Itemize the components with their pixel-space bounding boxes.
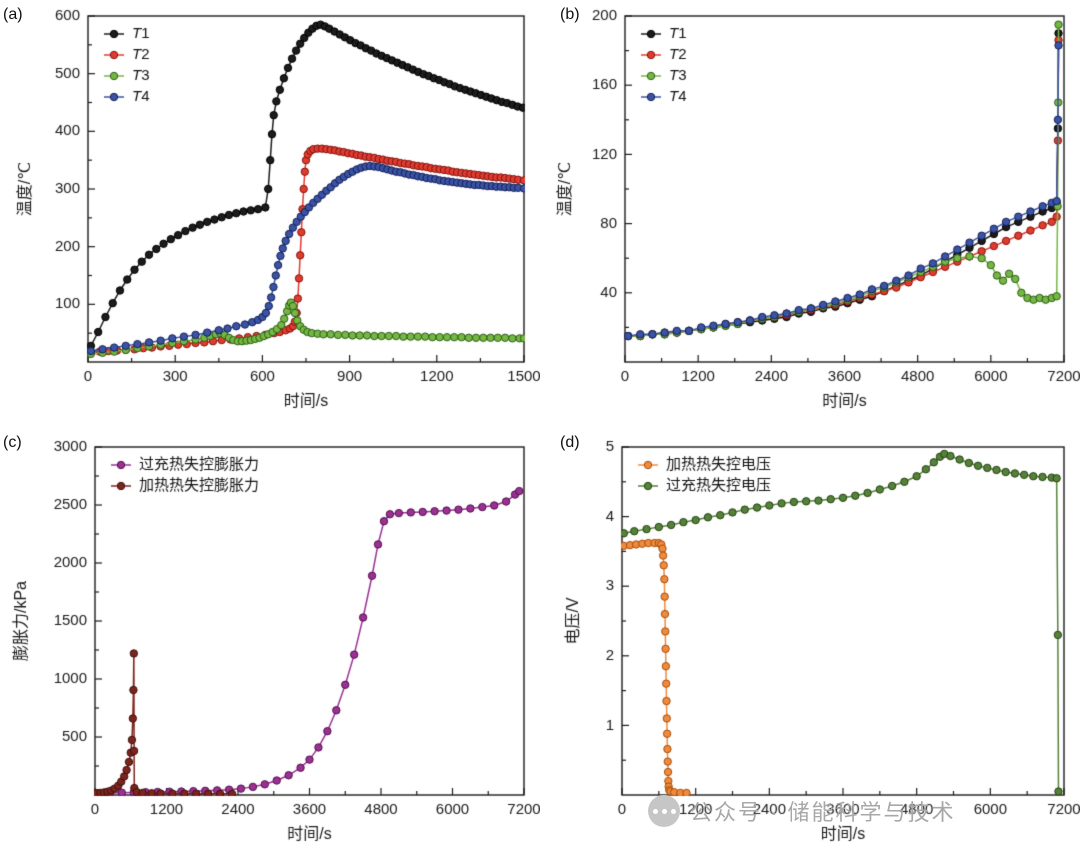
watermark-text: 公众号 · 储能科学与技术 bbox=[690, 800, 956, 825]
panel-label-b: (b) bbox=[560, 6, 580, 23]
chart-b-temperature-vs-time-canvas bbox=[540, 0, 1080, 429]
chart-c-expansion-force-vs-time-canvas bbox=[0, 429, 540, 859]
chart-d-voltage-vs-time-canvas bbox=[540, 429, 1080, 859]
panel-label-a: (a) bbox=[3, 6, 23, 23]
panel-label-c: (c) bbox=[3, 434, 22, 451]
chat-bubble-icon bbox=[648, 795, 680, 827]
chart-a-temperature-vs-time-canvas bbox=[0, 0, 540, 429]
panel-label-d: (d) bbox=[560, 434, 580, 451]
watermark: 公众号 · 储能科学与技术 bbox=[648, 795, 956, 827]
